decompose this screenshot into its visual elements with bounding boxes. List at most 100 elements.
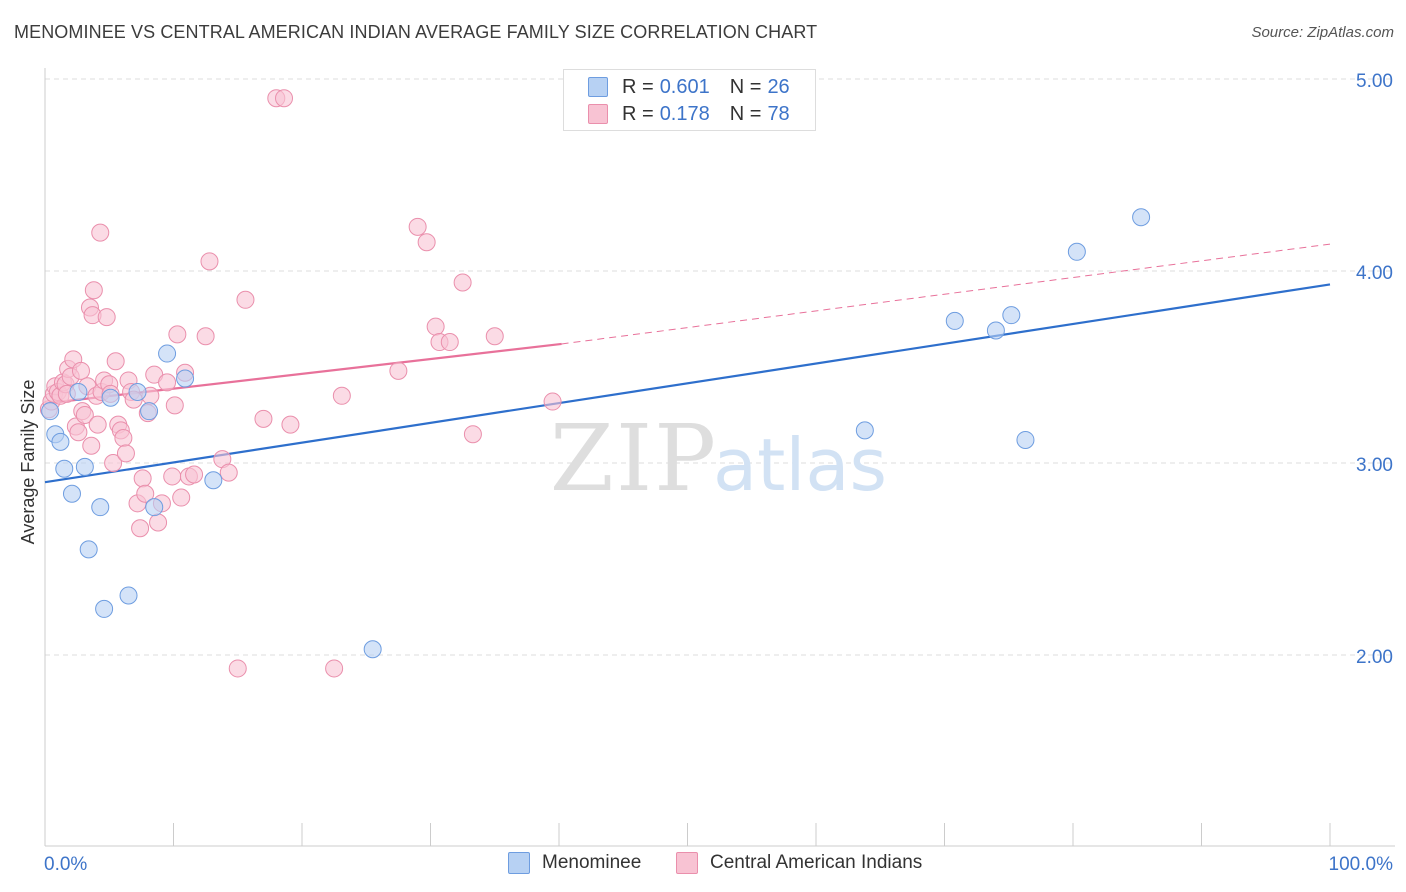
legend-n-value: 78 bbox=[767, 102, 790, 125]
menominee-point bbox=[101, 388, 120, 407]
legend: R = 0.601 N = 26 R = 0.178 N = 78 bbox=[563, 69, 816, 131]
bottom-legend-central-american-indians: Central American Indians bbox=[676, 852, 922, 874]
central-american-indian-point bbox=[332, 386, 351, 405]
bottom-legend-swatch-central-american-indians bbox=[676, 852, 698, 874]
central-american-indian-point bbox=[417, 233, 436, 252]
x-tick-label-max: 100.0% bbox=[1329, 854, 1394, 875]
central-american-indian-point bbox=[168, 325, 187, 344]
x-tick-labels: 0.0% 100.0% bbox=[44, 854, 1393, 875]
legend-n-value: 26 bbox=[767, 75, 790, 98]
menominee-point bbox=[69, 382, 88, 401]
y-tick-label: 3.00 bbox=[1356, 455, 1393, 476]
bottom-legend-swatch-menominee bbox=[508, 852, 530, 874]
menominee-point bbox=[1067, 242, 1086, 261]
central-american-indian-point bbox=[185, 465, 204, 484]
central-american-indian-point bbox=[440, 333, 459, 352]
y-tick-label: 4.00 bbox=[1356, 263, 1393, 284]
bottom-legend-label-central-american-indians: Central American Indians bbox=[710, 852, 923, 873]
central-american-indian-point bbox=[163, 467, 182, 486]
central-american-indian-point bbox=[133, 469, 152, 488]
central-american-indian-point bbox=[325, 659, 344, 678]
central-american-indian-point bbox=[172, 488, 191, 507]
menominee-point bbox=[41, 402, 60, 421]
central-american-indian-point bbox=[408, 217, 427, 236]
central-american-indian-point bbox=[116, 444, 135, 463]
central-american-indian-point bbox=[106, 352, 125, 371]
central-american-indian-point bbox=[114, 429, 133, 448]
x-tick-label-min: 0.0% bbox=[44, 854, 87, 875]
menominee-point bbox=[91, 498, 110, 517]
central-american-indian-point bbox=[219, 463, 238, 482]
legend-swatch-central-american-indians bbox=[588, 104, 608, 124]
central-american-indian-point bbox=[426, 317, 445, 336]
menominee-point bbox=[140, 402, 159, 421]
legend-r-label: R = bbox=[622, 75, 654, 98]
chart-title: MENOMINEE VS CENTRAL AMERICAN INDIAN AVE… bbox=[14, 22, 818, 42]
legend-n-label: N = bbox=[729, 102, 762, 125]
central-american-indian-point bbox=[543, 392, 562, 411]
menominee-point bbox=[945, 311, 964, 330]
legend-row-central-american-indians: R = 0.178 N = 78 bbox=[588, 101, 790, 127]
y-axis-label: Average Family Size bbox=[18, 380, 38, 545]
central-american-indian-point bbox=[453, 273, 472, 292]
central-american-indian-point bbox=[228, 659, 247, 678]
menominee-point bbox=[95, 599, 114, 618]
axes bbox=[44, 68, 1395, 847]
central-american-indian-point bbox=[97, 308, 116, 327]
menominee-point bbox=[128, 382, 147, 401]
menominee-point bbox=[158, 344, 177, 363]
menominee-point bbox=[1002, 306, 1021, 325]
menominee-point bbox=[855, 421, 874, 440]
menominee-point bbox=[75, 457, 94, 476]
legend-r-label: R = bbox=[622, 102, 654, 125]
central-american-indian-point bbox=[236, 290, 255, 309]
central-american-indian-point bbox=[389, 361, 408, 380]
menominee-point bbox=[363, 640, 382, 659]
central-american-indian-point bbox=[281, 415, 300, 434]
central-american-indian-point bbox=[200, 252, 219, 271]
y-tick-labels: 2.00 3.00 4.00 5.00 bbox=[1356, 71, 1393, 668]
watermark-atlas: atlas bbox=[713, 423, 887, 507]
central-american-indian-point bbox=[158, 373, 177, 392]
y-tick-label: 5.00 bbox=[1356, 71, 1393, 92]
bottom-legend-menominee: Menominee bbox=[508, 852, 641, 874]
legend-n-label: N = bbox=[729, 75, 762, 98]
watermark: ZIP atlas bbox=[550, 405, 887, 512]
menominee-point bbox=[176, 369, 195, 388]
bottom-legend: Menominee Central American Indians bbox=[0, 852, 1406, 878]
menominee-point bbox=[62, 484, 81, 503]
central-american-indian-point bbox=[88, 415, 107, 434]
central-american-indian-point bbox=[71, 361, 90, 380]
central-american-indian-point bbox=[84, 281, 103, 300]
menominee-point bbox=[55, 459, 74, 478]
central-american-indian-point bbox=[149, 513, 168, 532]
menominee-point bbox=[986, 321, 1005, 340]
central-american-indian-trendline-extension bbox=[561, 243, 1331, 345]
menominee-point bbox=[119, 586, 138, 605]
y-tick-label: 2.00 bbox=[1356, 647, 1393, 668]
legend-row-menominee: R = 0.601 N = 26 bbox=[588, 74, 790, 100]
central-american-indian-point bbox=[104, 454, 123, 472]
menominee-point bbox=[1132, 208, 1151, 227]
menominee-trendline bbox=[44, 283, 1331, 484]
central-american-indian-point bbox=[254, 409, 273, 428]
central-american-indian-point bbox=[69, 423, 88, 442]
bottom-legend-label-menominee: Menominee bbox=[542, 852, 642, 873]
source-credit: Source: ZipAtlas.com bbox=[1251, 24, 1394, 41]
central-american-indian-point bbox=[91, 223, 110, 242]
central-american-indian-point bbox=[131, 519, 150, 538]
scatter-points bbox=[39, 89, 1151, 678]
central-american-indian-point bbox=[463, 425, 482, 444]
menominee-point bbox=[1016, 430, 1035, 449]
menominee-point bbox=[51, 432, 70, 451]
central-american-indian-point bbox=[485, 327, 504, 346]
central-american-indian-point bbox=[75, 406, 94, 424]
legend-r-value: 0.601 bbox=[659, 75, 710, 98]
menominee-point bbox=[145, 498, 164, 517]
watermark-zip: ZIP bbox=[550, 405, 718, 512]
menominee-point bbox=[204, 471, 223, 490]
central-american-indian-point bbox=[136, 484, 155, 503]
menominee-point bbox=[79, 540, 98, 559]
central-american-indian-point bbox=[82, 436, 101, 455]
